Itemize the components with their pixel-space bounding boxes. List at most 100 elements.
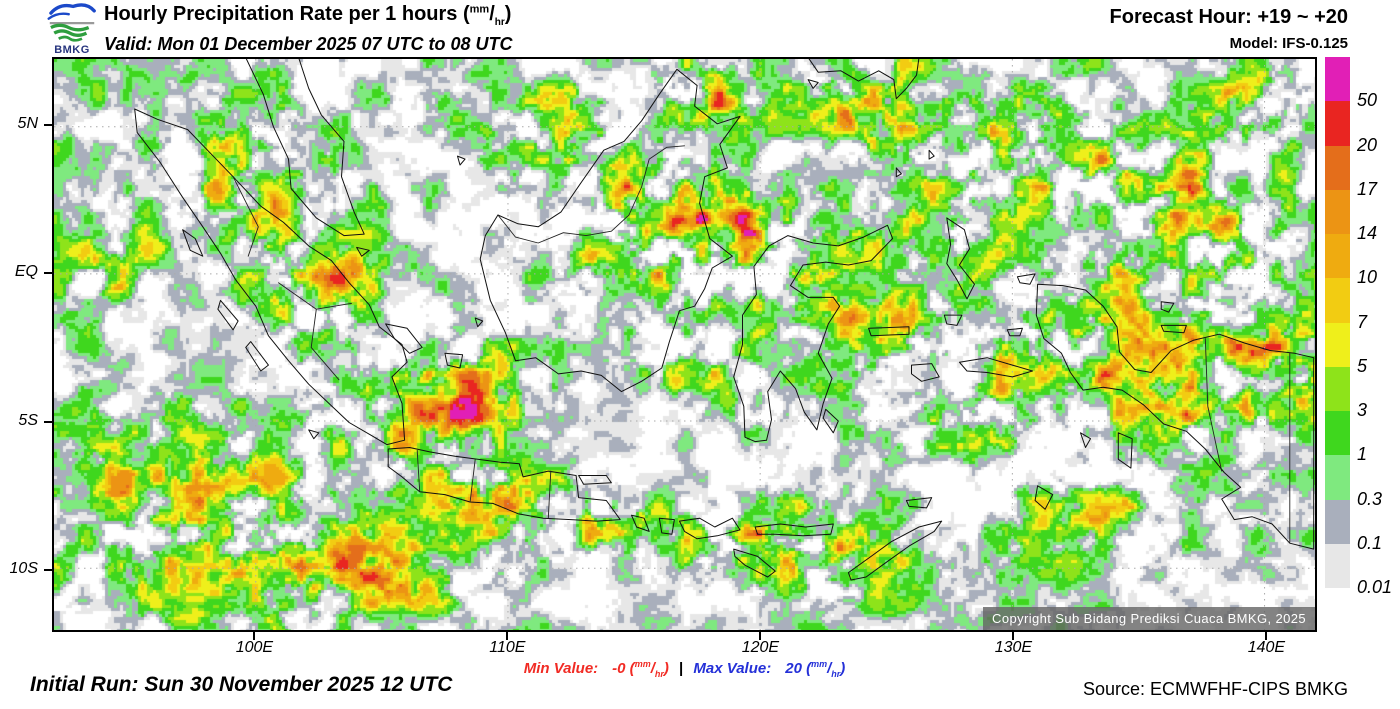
- admin-border: [310, 308, 340, 381]
- coastlines-overlay: [54, 59, 1315, 630]
- island-coastline: [1160, 301, 1175, 313]
- colorbar-label: 17: [1357, 178, 1378, 199]
- colorbar-label: 7: [1357, 311, 1368, 332]
- island-coastline: [385, 323, 423, 354]
- island-coastline: [868, 326, 910, 337]
- colorbar-segment: [1325, 322, 1350, 367]
- colorbar-label: 0.01: [1357, 577, 1393, 597]
- minmax-separator: |: [679, 660, 684, 677]
- island-coastline: [182, 229, 204, 257]
- colorbar-label: 0.1: [1357, 532, 1383, 553]
- minmax-line: Min Value: -0 (mm/hr) | Max Value: 20 (mm/…: [52, 659, 1317, 679]
- x-axis-label: 100E: [235, 639, 274, 656]
- model-label: Model: IFS-0.125: [1229, 35, 1348, 52]
- island-coastline: [895, 167, 902, 178]
- source-label: Source: ECMWFHF-CIPS BMKG: [1082, 679, 1348, 699]
- island-coastline: [1016, 273, 1036, 285]
- y-axis-label: 5N: [17, 115, 38, 133]
- colorbar-label: 1: [1357, 444, 1368, 465]
- island-coastline: [387, 447, 621, 522]
- island-coastline: [457, 155, 466, 166]
- colorbar-segment: [1325, 455, 1350, 500]
- y-axis-tick: [44, 420, 52, 423]
- island-coastline: [658, 517, 675, 535]
- bmkg-logo: BMKG: [42, 2, 102, 58]
- island-coastline: [847, 520, 943, 581]
- colorbar-segment: [1325, 543, 1350, 588]
- island-coastline: [679, 517, 741, 540]
- island-coastline: [631, 514, 650, 532]
- x-axis-tick: [1265, 632, 1268, 640]
- island-coastline: [578, 475, 612, 485]
- island-coastline: [356, 246, 370, 257]
- island-coastline: [479, 68, 741, 393]
- island-coastline: [1034, 485, 1054, 510]
- y-axis-label: EQ: [14, 263, 38, 281]
- admin-border: [497, 145, 685, 244]
- colorbar-label: 3: [1357, 400, 1368, 420]
- island-coastline: [1035, 283, 1315, 550]
- colorbar-label: 0.3: [1357, 488, 1383, 509]
- colorbar-segment: [1325, 189, 1350, 234]
- title-suffix: ): [504, 3, 512, 25]
- page-title: Hourly Precipitation Rate per 1 hours (m…: [104, 3, 512, 28]
- initial-run-label: Initial Run: Sun 30 November 2025 12 UTC: [30, 673, 453, 696]
- island-coastline: [1080, 432, 1091, 448]
- y-axis-tick: [44, 124, 52, 127]
- island-coastline: [134, 108, 408, 446]
- map-frame: Copyright Sub Bidang Prediksi Cuaca BMKG…: [52, 57, 1317, 632]
- colorbar-label: 14: [1357, 223, 1378, 243]
- colorbar-segment: [1325, 366, 1350, 411]
- y-axis-label: 10S: [9, 559, 38, 577]
- colorbar-segment: [1325, 101, 1350, 146]
- title-text: Hourly Precipitation Rate per 1 hours (: [104, 3, 470, 25]
- island-coastline: [1006, 327, 1023, 337]
- min-value-text: Min Value: -0 (mm/hr): [523, 659, 669, 679]
- admin-border: [232, 176, 259, 257]
- island-coastline: [474, 317, 484, 328]
- island-coastline: [444, 352, 464, 369]
- admin-border: [1204, 338, 1223, 472]
- y-axis-tick: [44, 272, 52, 275]
- precipitation-field: [54, 59, 1315, 630]
- island-coastline: [928, 149, 935, 160]
- valid-time-label: Valid: Mon 01 December 2025 07 UTC to 08…: [104, 34, 513, 54]
- title-unit-numerator: mm: [469, 3, 490, 16]
- x-axis-tick: [759, 632, 762, 640]
- island-coastline: [1160, 324, 1187, 334]
- copyright-overlay: Copyright Sub Bidang Prediksi Cuaca BMKG…: [983, 607, 1315, 630]
- island-coastline: [308, 429, 320, 440]
- colorbar-segment: [1325, 278, 1350, 323]
- header-titles: Hourly Precipitation Rate per 1 hours (m…: [104, 3, 512, 55]
- coastline: [245, 59, 365, 237]
- island-coastline: [946, 217, 975, 300]
- island-coastline: [905, 497, 933, 509]
- x-axis-label: 130E: [994, 639, 1033, 656]
- max-value-text: Max Value: 20 (mm/hr): [693, 659, 846, 679]
- island-coastline: [958, 357, 1033, 378]
- island-coastline: [217, 299, 239, 331]
- y-axis-tick: [44, 568, 52, 571]
- forecast-hour-label: Forecast Hour: +19 ~ +20: [1109, 6, 1348, 28]
- colorbar-label: 10: [1357, 267, 1378, 288]
- island-coastline: [911, 363, 940, 382]
- coastline: [808, 59, 920, 100]
- colorbar-segment: [1325, 234, 1350, 279]
- x-axis-label: 140E: [1247, 639, 1286, 656]
- x-axis-tick: [1012, 632, 1015, 640]
- admin-border: [469, 458, 476, 503]
- x-axis-tick: [253, 632, 256, 640]
- island-coastline: [733, 548, 776, 578]
- colorbar-label: 5: [1357, 355, 1368, 376]
- bmkg-logo-label: BMKG: [54, 44, 90, 56]
- island-coastline: [822, 408, 839, 434]
- x-axis-tick: [506, 632, 509, 640]
- admin-border: [416, 450, 421, 493]
- title-unit-denominator: hr: [494, 17, 505, 28]
- admin-border: [547, 470, 552, 519]
- colorbar-segment: [1325, 499, 1350, 544]
- island-coastline: [733, 224, 894, 443]
- colorbar: [1325, 57, 1350, 588]
- x-axis-label: 120E: [741, 639, 780, 656]
